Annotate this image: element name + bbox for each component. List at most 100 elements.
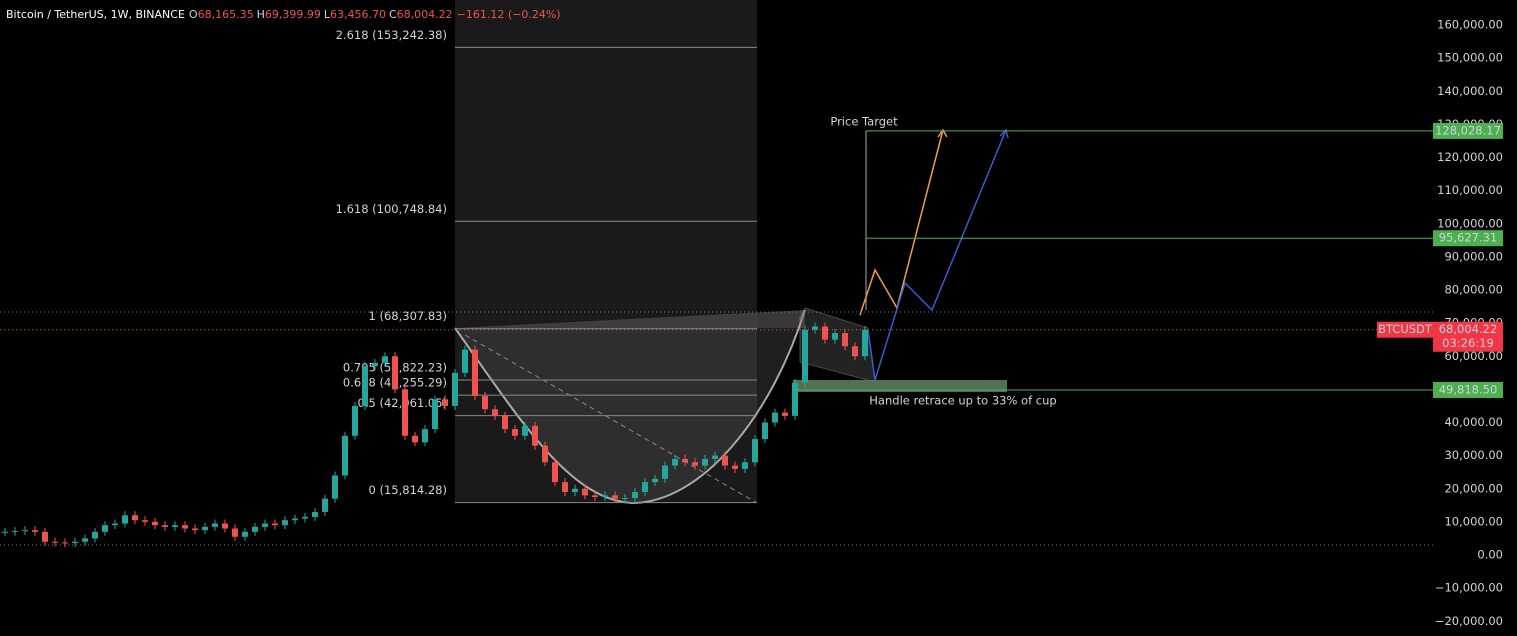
candle xyxy=(72,541,78,544)
path-orange xyxy=(859,129,944,316)
price-tag xyxy=(1433,122,1503,139)
candle xyxy=(322,498,328,512)
y-tick-label: −20,000.00 xyxy=(1435,614,1503,628)
ohlc-value: 68,165.35 xyxy=(198,8,254,21)
candle xyxy=(152,521,158,526)
candle xyxy=(492,409,498,416)
candle xyxy=(222,523,228,529)
candle xyxy=(702,458,708,466)
candle xyxy=(232,528,238,537)
candle xyxy=(22,530,28,532)
candle xyxy=(712,455,718,459)
ohlc-value: 68,004.22 xyxy=(397,8,453,21)
countdown: 03:26:19 xyxy=(1442,336,1494,350)
y-tick-label: 0.00 xyxy=(1477,548,1503,562)
candle xyxy=(52,541,58,543)
candle xyxy=(562,482,568,493)
candle xyxy=(32,530,38,532)
candle xyxy=(332,475,338,499)
candle xyxy=(62,542,68,544)
symbol: Bitcoin / TetherUS, 1W, BINANCE xyxy=(6,8,185,21)
y-tick-label: 90,000.00 xyxy=(1444,249,1503,263)
arrowhead xyxy=(999,128,1009,139)
ohlc-key: C xyxy=(389,8,397,21)
cup xyxy=(455,310,805,503)
candle xyxy=(842,333,848,347)
symbol-tag xyxy=(1377,321,1433,338)
candle xyxy=(282,520,288,526)
candle xyxy=(352,405,358,436)
candle xyxy=(752,439,758,463)
candle xyxy=(452,372,458,406)
y-tick-label: 110,000.00 xyxy=(1437,183,1503,197)
candle xyxy=(542,445,548,463)
candle xyxy=(722,455,728,466)
dashed-trend xyxy=(464,334,758,504)
header-text: Bitcoin / TetherUS, 1W, BINANCE O68,165.3… xyxy=(6,8,561,21)
candle xyxy=(192,528,198,531)
candle xyxy=(242,531,248,537)
candle xyxy=(522,425,528,436)
candle xyxy=(532,425,538,446)
ohlc-key: O xyxy=(189,8,198,21)
candle xyxy=(262,523,268,527)
candle xyxy=(42,531,48,542)
candle xyxy=(182,525,188,529)
y-tick-label: 150,000.00 xyxy=(1437,51,1503,65)
y-tick-label: 140,000.00 xyxy=(1437,84,1503,98)
y-tick-label: 100,000.00 xyxy=(1437,216,1503,230)
candle xyxy=(772,412,778,423)
candle xyxy=(642,482,648,493)
fib-label: 2.618 (153,242.38) xyxy=(336,28,447,42)
candle xyxy=(662,465,668,479)
candle xyxy=(342,435,348,476)
price-tag-label: 128,028.17 xyxy=(1435,123,1501,137)
candle xyxy=(92,531,98,539)
candle xyxy=(672,458,678,466)
y-tick-label: 160,000.00 xyxy=(1437,18,1503,32)
candle xyxy=(272,523,278,526)
candle xyxy=(762,422,768,440)
candle xyxy=(602,495,608,498)
candle xyxy=(312,511,318,517)
price-tag-label: 95,627.31 xyxy=(1439,231,1498,245)
candle xyxy=(292,518,298,521)
candle xyxy=(512,429,518,436)
y-tick-label: 30,000.00 xyxy=(1444,448,1503,462)
fib-label: 1 (68,307.83) xyxy=(369,309,447,323)
candle xyxy=(592,495,598,498)
candle xyxy=(612,495,618,499)
last-price-label: 68,004.22 xyxy=(1439,322,1498,336)
candle xyxy=(862,329,868,357)
candle xyxy=(682,458,688,463)
candle xyxy=(802,329,808,383)
change: −161.12 (−0.24%) xyxy=(457,8,561,21)
candle xyxy=(162,525,168,527)
y-tick-label: 80,000.00 xyxy=(1444,283,1503,297)
candle xyxy=(482,396,488,410)
candle xyxy=(12,531,18,533)
y-tick-label: 60,000.00 xyxy=(1444,349,1503,363)
candle xyxy=(582,488,588,496)
candle xyxy=(502,415,508,430)
candle xyxy=(122,515,128,524)
candle xyxy=(412,435,418,443)
ohlc-value: 69,399.99 xyxy=(265,8,321,21)
candle xyxy=(212,523,218,527)
price-tag xyxy=(1433,230,1503,247)
candle xyxy=(832,333,838,340)
candle xyxy=(382,356,388,363)
candle xyxy=(2,531,8,533)
annotation: Handle retrace up to 33% of cup xyxy=(869,394,1056,408)
price-tag-label: 49,818.50 xyxy=(1439,382,1498,396)
price-tag xyxy=(1433,381,1503,398)
path-blue xyxy=(867,129,1007,381)
header: Bitcoin / TetherUS, 1W, BINANCE O68,165.3… xyxy=(6,8,561,21)
candle xyxy=(432,399,438,430)
candle xyxy=(622,498,628,500)
fib-label: 0 (15,814.28) xyxy=(369,483,447,497)
fib-label: 1.618 (100,748.84) xyxy=(336,202,447,216)
candle xyxy=(402,389,408,436)
cup-rim xyxy=(455,310,805,328)
